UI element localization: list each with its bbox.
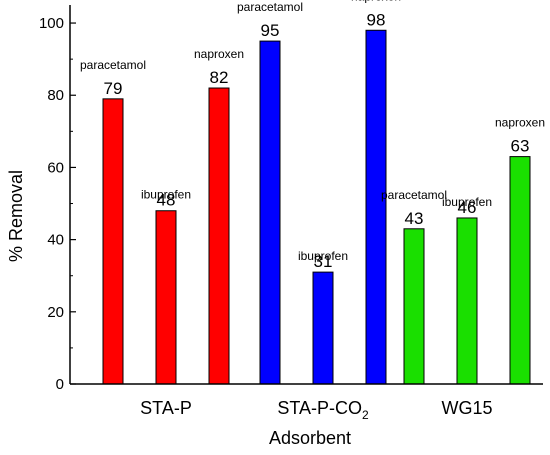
bar-sta-p-co2-naproxen <box>365 29 387 385</box>
drug-label: paracetamol <box>237 0 303 14</box>
y-tick-label: 40 <box>47 232 64 249</box>
value-label: 79 <box>104 79 123 98</box>
drug-label: naproxen <box>495 116 545 130</box>
bar-sta-p-ibuprofen <box>155 210 177 385</box>
y-tick-label: 0 <box>56 376 64 393</box>
value-label: 82 <box>210 68 229 87</box>
x-axis-title: Adsorbent <box>269 428 351 448</box>
bar-sta-p-paracetamol <box>102 98 124 385</box>
value-label: 98 <box>367 10 386 29</box>
bar-wg15-paracetamol <box>403 228 425 385</box>
drug-label: paracetamol <box>381 188 447 202</box>
drug-label: ibuprofen <box>141 188 191 202</box>
drug-label: naproxen <box>351 0 401 3</box>
y-axis-title: % Removal <box>6 170 26 262</box>
x-tick-label: STA-P <box>140 398 192 418</box>
drug-label: paracetamol <box>80 58 146 72</box>
value-label: 95 <box>261 21 280 40</box>
bar-wg15-naproxen <box>509 156 531 385</box>
y-tick-label: 100 <box>39 15 64 32</box>
drug-label: ibuprofen <box>298 249 348 263</box>
value-label: 31 <box>314 252 333 271</box>
bar-sta-p-co2-ibuprofen <box>312 271 334 385</box>
bar-wg15-ibuprofen <box>456 217 478 385</box>
y-tick-label: 60 <box>47 159 64 176</box>
drug-label: ibuprofen <box>442 195 492 209</box>
bar-sta-p-naproxen <box>208 87 230 385</box>
x-tick-label: STA-P-CO2 <box>277 398 369 422</box>
x-tick-label: WG15 <box>441 398 492 418</box>
chart-axes: 0 20 40 60 80 100 STA-P STA-P-CO2 WG15 <box>39 5 543 422</box>
bar-sta-p-co2-paracetamol <box>259 40 281 385</box>
y-tick-label: 20 <box>47 304 64 321</box>
value-label: 43 <box>405 209 424 228</box>
value-label: 48 <box>157 191 176 210</box>
value-label: 46 <box>458 198 477 217</box>
value-label: 63 <box>511 137 530 156</box>
drug-label: naproxen <box>194 47 244 61</box>
chart-marks: 79paracetamol48ibuprofen82naproxen95para… <box>80 0 545 385</box>
y-tick-label: 80 <box>47 87 64 104</box>
